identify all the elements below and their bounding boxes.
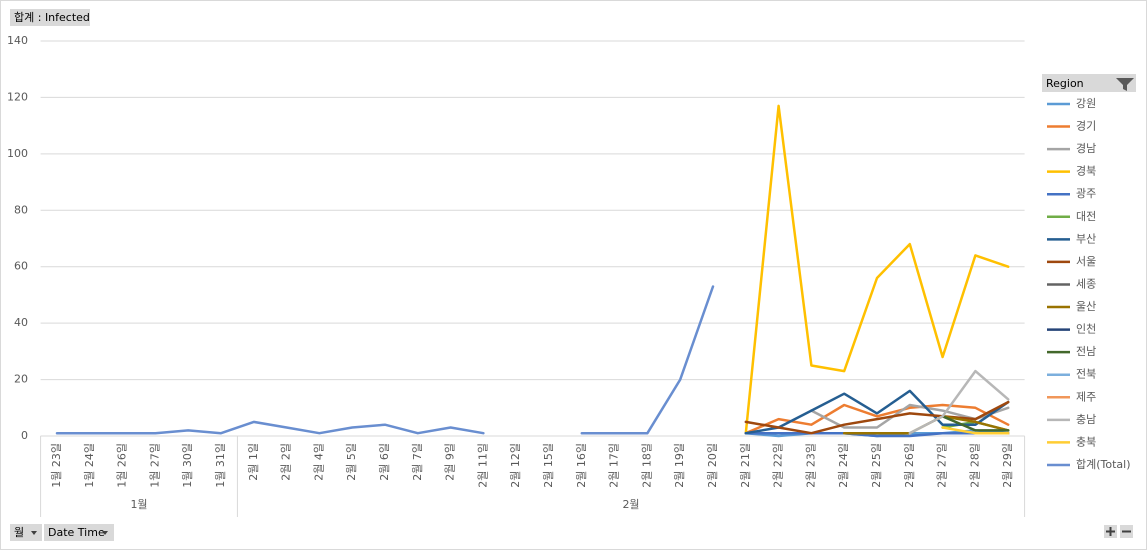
x-tick-label: 2월 29일	[1000, 443, 1014, 488]
y-tick-label: 0	[21, 429, 28, 442]
x-tick-label: 1월 23일	[49, 443, 63, 488]
x-tick-label: 1월 30일	[180, 443, 194, 488]
x-tick-label: 2월 16일	[574, 443, 588, 488]
x-tick-label: 2월 24일	[836, 443, 850, 488]
x-tick-label: 2월 18일	[639, 443, 653, 488]
series-line	[744, 400, 1010, 435]
dropdown-arrow	[31, 531, 37, 535]
x-tick-label: 2월 23일	[803, 443, 817, 488]
legend-label: 경기	[1076, 120, 1096, 133]
legend-label: 경남	[1076, 142, 1096, 155]
x-tick-label: 2월 6일	[377, 443, 391, 481]
x-tick-label: 2월 26일	[902, 443, 916, 488]
legend-label: 인천	[1076, 322, 1096, 336]
legend-label: 광주	[1076, 187, 1096, 200]
legend-label: 서울	[1076, 255, 1096, 268]
x-tick-label: 2월 4일	[311, 443, 325, 481]
x-tick-label: 2월 22일	[771, 443, 785, 488]
legend-label: 전남	[1076, 345, 1096, 358]
x-tick-label: 2월 12일	[508, 443, 522, 488]
axis-field-label: 월	[14, 526, 24, 539]
dropdown-arrow	[102, 531, 108, 535]
series-line	[941, 415, 1010, 432]
axis-field-label: Date Time	[48, 526, 105, 539]
x-tick-label: 2월 28일	[967, 443, 981, 488]
y-tick-label: 20	[14, 373, 28, 386]
legend-label: 전북	[1076, 368, 1096, 381]
legend-field-button[interactable]	[1042, 74, 1136, 92]
x-tick-label: 2월 15일	[541, 443, 555, 488]
group-label: 1월	[130, 498, 147, 511]
axis-field-button[interactable]	[44, 524, 114, 541]
plus-icon	[1106, 527, 1115, 536]
x-tick-label: 2월 27일	[935, 443, 949, 488]
legend-label: 제주	[1076, 390, 1096, 403]
y-tick-label: 120	[7, 90, 28, 103]
x-tick-label: 2월 2일	[279, 443, 293, 481]
series-line	[744, 104, 1010, 435]
x-tick-label: 2월 7일	[410, 443, 424, 481]
y-tick-label: 60	[14, 260, 28, 273]
x-tick-label: 2월 11일	[475, 443, 489, 488]
legend-label: 합계(Total)	[1076, 458, 1131, 471]
group-label: 2월	[622, 498, 639, 511]
x-tick-label: 2월 17일	[607, 443, 621, 488]
x-tick-label: 2월 19일	[672, 443, 686, 488]
legend-label: 경북	[1076, 165, 1096, 178]
legend-label: 대전	[1076, 210, 1096, 223]
legend-title: Region	[1046, 77, 1084, 90]
x-tick-label: 1월 31일	[213, 443, 227, 488]
filter-icon	[1116, 78, 1134, 91]
series-line	[744, 431, 1010, 438]
y-tick-label: 100	[7, 147, 28, 160]
legend-label: 충북	[1076, 435, 1096, 448]
legend-label: 강원	[1076, 97, 1096, 110]
value-field-label: 합계 : Infected	[14, 11, 90, 24]
series-line	[941, 426, 1010, 435]
x-tick-label: 2월 20일	[705, 443, 719, 488]
x-tick-label: 2월 25일	[869, 443, 883, 488]
legend-label: 울산	[1076, 300, 1096, 313]
axis-field-button[interactable]	[10, 524, 42, 541]
y-tick-label: 40	[14, 316, 28, 329]
y-tick-label: 80	[14, 203, 28, 216]
x-tick-label: 1월 26일	[115, 443, 129, 488]
x-tick-label: 2월 1일	[246, 443, 260, 481]
x-tick-label: 2월 21일	[738, 443, 752, 488]
y-tick-label: 140	[7, 34, 28, 47]
value-field-button[interactable]	[10, 9, 90, 26]
legend-label: 충남	[1076, 413, 1096, 426]
series-line	[55, 285, 715, 435]
legend-label: 부산	[1076, 232, 1096, 245]
x-tick-label: 2월 9일	[443, 443, 457, 481]
series-line	[908, 369, 1010, 435]
x-tick-label: 1월 24일	[82, 443, 96, 488]
legend-label: 세종	[1076, 277, 1096, 290]
x-tick-label: 1월 27일	[147, 443, 161, 488]
x-tick-label: 2월 5일	[344, 443, 358, 481]
